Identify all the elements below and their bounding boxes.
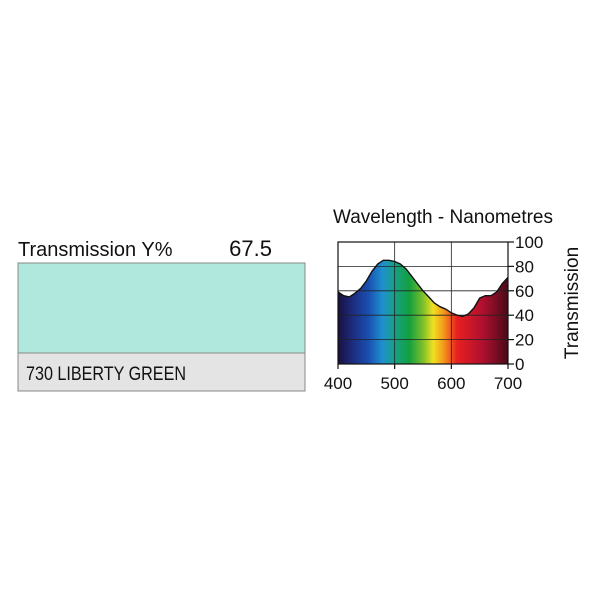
spectrum-area <box>338 260 508 364</box>
y-tick-label: 80 <box>515 257 534 276</box>
plot-frame <box>337 241 509 365</box>
y-tick-label: 0 <box>515 355 524 374</box>
filter-name: 730 LIBERTY GREEN <box>26 364 186 385</box>
y-tick-label: 100 <box>515 233 543 252</box>
chart-title: Wavelength - Nanometres <box>333 207 553 228</box>
y-tick-label: 20 <box>515 331 534 350</box>
y-tick-label: 40 <box>515 306 534 325</box>
swatch-label: Transmission Y% <box>18 239 173 261</box>
name-box <box>17 352 306 392</box>
x-tick-label: 400 <box>324 374 352 393</box>
x-tick-label: 500 <box>380 374 408 393</box>
chart: Wavelength - Nanometres Transmission 0 20… <box>324 207 583 393</box>
swatch-panel: Transmission Y% 67.5 730 LIBERTY GREEN <box>17 236 306 392</box>
x-tick-label: 600 <box>437 374 465 393</box>
y-tick-label: 60 <box>515 282 534 301</box>
spectrum-outline <box>337 259 509 318</box>
transmission-value: 67.5 <box>229 236 272 261</box>
x-tick-label: 700 <box>494 374 522 393</box>
y-axis-label: Transmission <box>562 247 583 359</box>
color-swatch <box>17 262 306 354</box>
